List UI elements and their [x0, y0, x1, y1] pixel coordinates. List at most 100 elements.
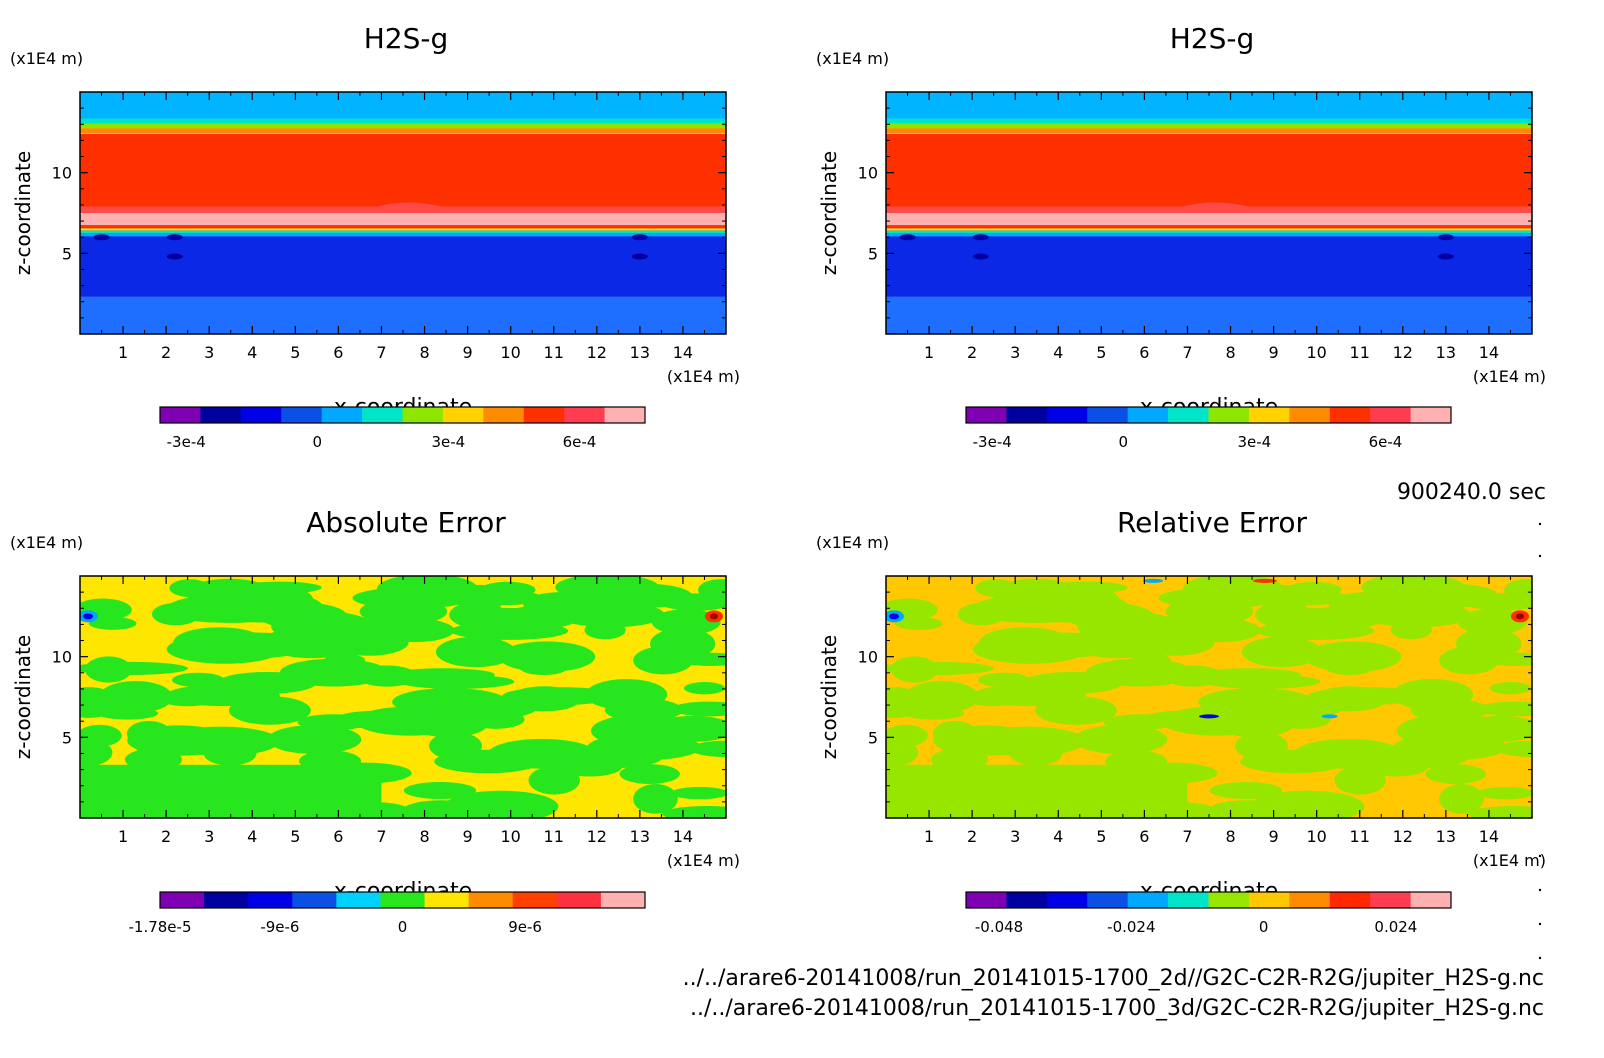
colorbar-tick-label: 0 — [1259, 918, 1269, 936]
contour-blob — [1489, 682, 1531, 695]
contour-band — [886, 128, 1532, 134]
z-axis-label: z-coordinate — [11, 151, 35, 275]
error-spot-right — [1516, 613, 1524, 620]
error-spot — [1199, 714, 1219, 719]
colorbar: -3e-4 0 3e-4 6e-4 — [159, 406, 646, 451]
colorbar-tick-label: 0.024 — [1374, 918, 1417, 936]
z-axis-label: z-coordinate — [817, 151, 841, 275]
contour-band — [886, 230, 1532, 234]
colorbar: -1.78e-5 -9e-6 0 9e-6 — [129, 891, 646, 936]
contour-band — [886, 133, 1532, 209]
colorbar-swatch — [1370, 407, 1412, 423]
contour-spot — [166, 234, 183, 241]
error-spot — [1252, 578, 1277, 583]
contour-blob — [178, 604, 283, 623]
contour-band — [80, 128, 726, 134]
x-tick-label: 13 — [1436, 827, 1456, 846]
colorbar-tick-label: -0.048 — [975, 918, 1023, 936]
colorbar-swatch — [1208, 407, 1250, 423]
x-tick-label: 3 — [1010, 827, 1020, 846]
x-tick-label: 12 — [587, 827, 607, 846]
colorbar-swatch — [1410, 407, 1452, 423]
x-tick-label: 8 — [1225, 343, 1235, 362]
contour-blob — [374, 618, 455, 643]
colorbar-tick-label: -3e-4 — [973, 433, 1012, 451]
x-tick-label: 14 — [1479, 827, 1499, 846]
contour-blob — [1249, 790, 1365, 818]
x-tick-label: 10 — [500, 343, 520, 362]
colorbar-tick-label: 6e-4 — [563, 433, 597, 451]
x-tick-label: 2 — [161, 343, 171, 362]
contour-blob — [519, 659, 568, 676]
x-unit-label: (x1E4 m) — [667, 367, 740, 386]
contour-blob — [1273, 710, 1331, 729]
contour-spot — [631, 253, 648, 260]
contour-blob — [651, 609, 721, 635]
x-tick-label: 11 — [1350, 827, 1370, 846]
x-tick-label: 5 — [290, 827, 300, 846]
colorbar-swatch — [468, 892, 514, 908]
contour-blob — [450, 621, 569, 640]
contour-blob — [619, 764, 680, 784]
error-spot — [1143, 578, 1164, 583]
colorbar-swatch — [200, 407, 242, 423]
contour-band — [886, 296, 1532, 334]
x-tick-label: 7 — [376, 827, 386, 846]
contour-blob — [136, 742, 204, 756]
x-tick-label: 5 — [1096, 827, 1106, 846]
contour-blob — [984, 604, 1089, 623]
x-tick-label: 12 — [587, 343, 607, 362]
contour-blob — [228, 696, 311, 725]
colorbar-swatch — [1087, 407, 1129, 423]
contour-blob — [894, 616, 943, 630]
contour-blob — [403, 782, 477, 800]
contour-blob — [397, 674, 515, 689]
contour-blob — [1425, 764, 1486, 784]
x-tick-label: 1 — [118, 827, 128, 846]
contour-spot — [899, 234, 916, 241]
x-tick-label: 6 — [1139, 343, 1149, 362]
x-tick-label: 13 — [630, 827, 650, 846]
contour-band — [886, 233, 1532, 237]
contour-blob — [886, 661, 994, 675]
margin-dot — [1538, 956, 1542, 960]
colorbar-swatch — [966, 407, 1007, 423]
x-tick-label: 10 — [1306, 343, 1326, 362]
contour-blob — [467, 710, 525, 729]
x-tick-label: 2 — [967, 827, 977, 846]
z-unit-label: (x1E4 m) — [816, 533, 889, 552]
x-unit-label: (x1E4 m) — [1473, 367, 1546, 386]
x-tick-label: 7 — [376, 343, 386, 362]
contour-band — [80, 227, 726, 297]
z-tick-label: 5 — [62, 728, 72, 747]
x-tick-label: 1 — [924, 343, 934, 362]
contour-blob — [584, 620, 626, 640]
contour-band — [886, 228, 1532, 231]
contour-blob — [359, 598, 448, 625]
contour-blob — [661, 806, 726, 818]
z-tick-label: 10 — [52, 164, 72, 183]
contour-band — [80, 228, 726, 231]
colorbar-swatch — [1006, 892, 1048, 908]
contour-blob — [1467, 806, 1532, 818]
plot-area — [886, 576, 1532, 818]
panel-1: H2S-g(x1E4 m)1 2 3 4 5 6 7 8 9 10 11 12 13 14510(x1E4… — [10, 22, 740, 451]
x-tick-label: 11 — [544, 827, 564, 846]
chart-title: H2S-g — [1170, 22, 1255, 55]
contour-blob — [203, 742, 257, 766]
contour-band — [80, 123, 726, 129]
contour-blob — [664, 724, 726, 740]
contour-blob — [194, 632, 314, 659]
x-tick-label: 5 — [1096, 343, 1106, 362]
panel-4: Relative Error(x1E4 m)1 2 3 4 5 6 7 8 9 10 11 12 13 1… — [816, 506, 1546, 936]
colorbar-tick-label: 3e-4 — [1238, 433, 1272, 451]
x-tick-label: 6 — [333, 827, 343, 846]
error-spot-left — [83, 613, 93, 620]
file-path-3d: ../../arare6-20141008/run_20141015-1700_… — [690, 996, 1544, 1021]
colorbar-swatch — [1248, 407, 1290, 423]
contour-blob — [1034, 696, 1117, 725]
colorbar-swatch — [1127, 892, 1169, 908]
contour-blob — [1477, 786, 1532, 800]
z-unit-label: (x1E4 m) — [10, 533, 83, 552]
contour-spot — [972, 253, 989, 260]
